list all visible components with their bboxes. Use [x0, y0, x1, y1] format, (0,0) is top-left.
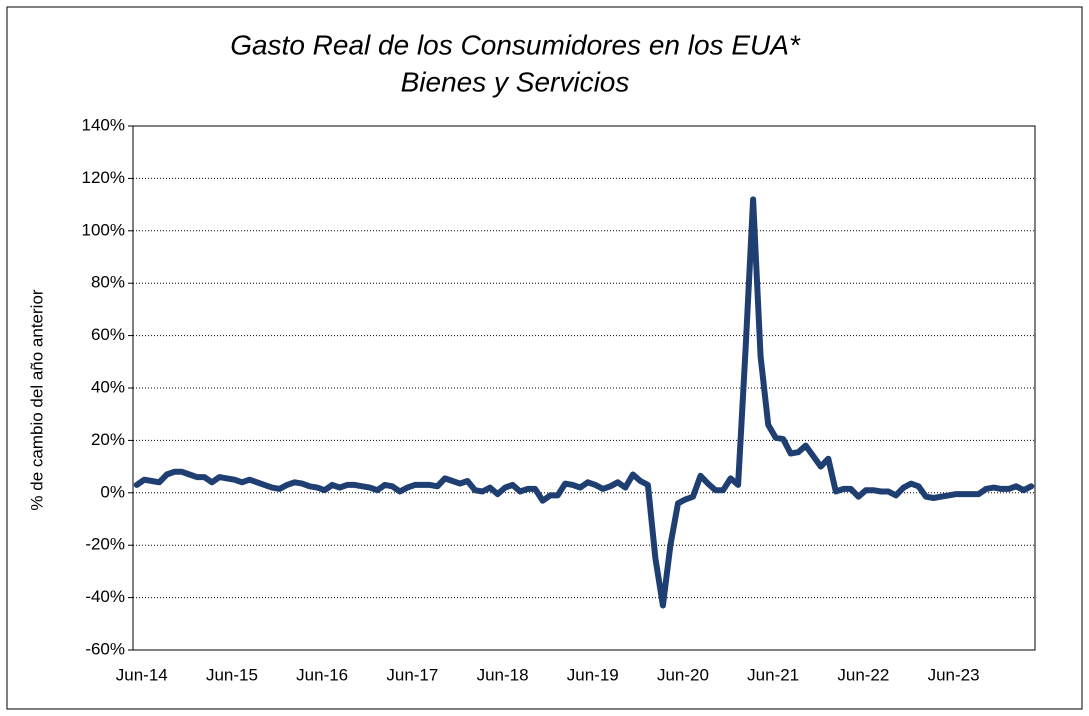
x-tick-label: Jun-23 [928, 665, 980, 684]
y-tick-label: -40% [85, 587, 125, 606]
x-tick-label: Jun-18 [477, 665, 529, 684]
x-tick-label: Jun-14 [116, 665, 168, 684]
x-tick-label: Jun-22 [837, 665, 889, 684]
y-tick-label: 120% [82, 168, 125, 187]
frame [6, 6, 1083, 710]
y-tick-label: 20% [91, 430, 125, 449]
y-tick-label: -60% [85, 639, 125, 658]
x-tick-label: Jun-19 [567, 665, 619, 684]
x-tick-label: Jun-20 [657, 665, 709, 684]
chart-title: Gasto Real de los Consumidores en los EU… [230, 29, 801, 60]
chart-subtitle: Bienes y Servicios [401, 66, 630, 97]
y-tick-label: 40% [91, 377, 125, 396]
y-tick-label: 100% [82, 220, 125, 239]
y-tick-label: -20% [85, 535, 125, 554]
y-tick-label: 80% [91, 273, 125, 292]
x-tick-label: Jun-16 [296, 665, 348, 684]
y-axis-label: % de cambio del año anterior [27, 289, 46, 510]
data-line [133, 196, 1035, 609]
x-tick-label: Jun-17 [386, 665, 438, 684]
y-tick-label: 140% [82, 115, 125, 134]
x-tick-label: Jun-21 [747, 665, 799, 684]
y-tick-label: 60% [91, 325, 125, 344]
y-tick-label: 0% [100, 482, 125, 501]
plot-area [132, 125, 1036, 651]
x-tick-label: Jun-15 [206, 665, 258, 684]
